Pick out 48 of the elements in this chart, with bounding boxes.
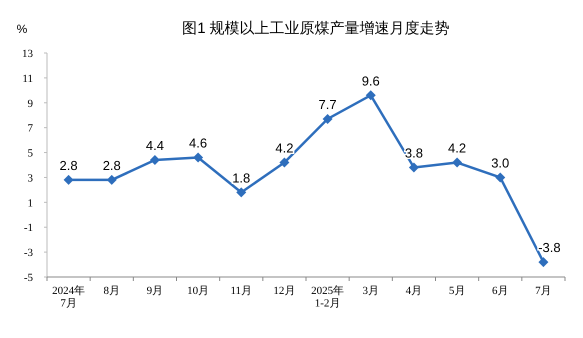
y-tick-label: 3 bbox=[28, 172, 34, 184]
data-label: 4.2 bbox=[275, 140, 294, 156]
point bbox=[408, 162, 419, 172]
x-tick-label: 2025年 1-2月 bbox=[311, 285, 344, 310]
point bbox=[64, 174, 74, 185]
point bbox=[495, 172, 506, 182]
x-tick-label: 11月 bbox=[230, 285, 252, 297]
data-label: 2.8 bbox=[60, 158, 78, 173]
data-label: 7.7 bbox=[318, 96, 337, 112]
x-tick-label: 3月 bbox=[362, 285, 379, 297]
y-tick-label: 11 bbox=[22, 72, 33, 85]
point bbox=[236, 187, 246, 198]
y-tick-label: -3 bbox=[24, 247, 34, 260]
point bbox=[538, 257, 548, 268]
point bbox=[452, 158, 462, 168]
point bbox=[106, 174, 117, 185]
y-axis-title: % bbox=[16, 22, 28, 36]
x-tick-label: 4月 bbox=[406, 285, 422, 297]
y-tick-label: 13 bbox=[22, 48, 34, 60]
data-label: 9.6 bbox=[362, 73, 380, 88]
y-tick-label: -5 bbox=[24, 272, 34, 284]
point bbox=[279, 158, 290, 168]
y-tick-label: -1 bbox=[24, 222, 33, 234]
point bbox=[366, 90, 376, 100]
x-tick-label: 10月 bbox=[187, 285, 210, 297]
x-tick-label: 7月 bbox=[535, 285, 552, 297]
data-label: 4.6 bbox=[189, 136, 208, 151]
x-tick-label: 2024年 7月 bbox=[52, 285, 86, 310]
x-tick-label: 5月 bbox=[448, 285, 466, 297]
y-tick-label: 9 bbox=[28, 98, 34, 110]
x-tick-label: 6月 bbox=[492, 285, 508, 297]
data-label: 4.2 bbox=[448, 140, 466, 156]
y-tick-label: 1 bbox=[28, 197, 33, 210]
data-label: 3.8 bbox=[404, 145, 423, 160]
data-label: -3.8 bbox=[538, 240, 561, 256]
point bbox=[150, 155, 160, 166]
x-tick-label: 8月 bbox=[104, 285, 120, 297]
y-tick-label: 5 bbox=[28, 148, 34, 160]
y-tick-label: 7 bbox=[28, 122, 34, 135]
x-tick-label: 12月 bbox=[273, 285, 296, 297]
point bbox=[322, 114, 333, 124]
x-tick-label: 9月 bbox=[146, 285, 164, 297]
data-label: 4.4 bbox=[146, 138, 164, 154]
data-label: 3.0 bbox=[491, 155, 510, 170]
chart-title: 图1 规模以上工业原煤产量增速月度走势 bbox=[182, 20, 450, 37]
point bbox=[193, 152, 204, 163]
data-label: 1.8 bbox=[232, 170, 250, 186]
data-label: 2.8 bbox=[102, 158, 121, 173]
